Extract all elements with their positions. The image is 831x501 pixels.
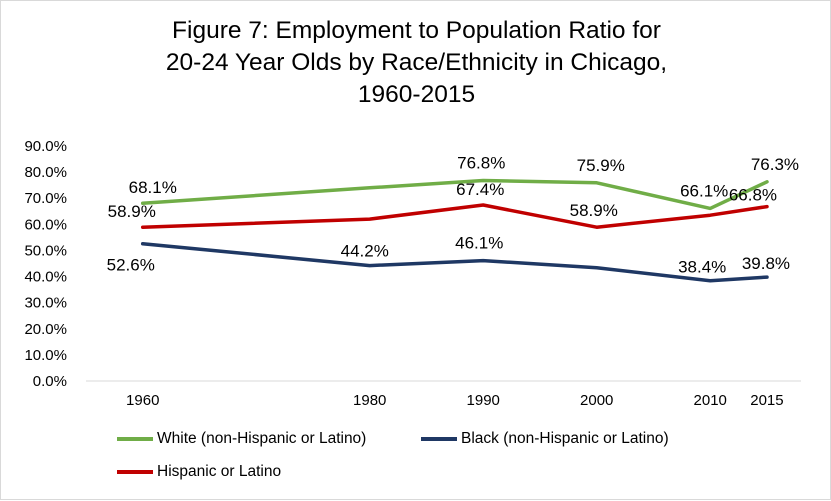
y-tick-label: 90.0%: [24, 138, 67, 155]
data-label-black: 39.8%: [742, 254, 790, 273]
data-labels: 68.1% 76.8% 75.9% 66.1% 76.3% 52.6% 44.2% 46.1%…: [107, 153, 799, 276]
chart-title-line-3: 1960-2015: [357, 81, 476, 108]
x-tick-label: 1960: [126, 392, 159, 409]
y-tick-label: 30.0%: [24, 295, 67, 312]
chart-title-line-1: Figure 7: Employment to Population Ratio…: [172, 17, 661, 44]
series-lines: [140, 178, 769, 283]
data-label-hispanic: 67.4%: [456, 180, 504, 199]
data-label-white: 76.3%: [751, 155, 799, 174]
x-tick-label: 2010: [694, 392, 727, 409]
y-tick-label: 80.0%: [24, 164, 67, 181]
y-tick-label: 60.0%: [24, 216, 67, 233]
data-label-white: 75.9%: [577, 156, 625, 175]
y-tick-label: 20.0%: [24, 321, 67, 338]
legend-label-hispanic: Hispanic or Latino: [157, 463, 282, 480]
data-label-white: 68.1%: [129, 178, 177, 197]
y-tick-label: 10.0%: [24, 347, 67, 364]
x-axis-ticks: 1960 1980 1990 2000 2010 2015: [126, 392, 784, 409]
data-label-hispanic: 58.9%: [570, 201, 618, 220]
y-tick-label: 0.0%: [33, 373, 67, 390]
legend-label-white: White (non-Hispanic or Latino): [157, 430, 367, 447]
data-label-black: 44.2%: [341, 242, 389, 261]
series-line-hispanic: [140, 203, 769, 229]
data-label-white: 66.1%: [680, 181, 728, 200]
legend-swatch-white: [117, 437, 153, 441]
x-tick-label: 1980: [353, 392, 386, 409]
data-label-white: 76.8%: [457, 153, 505, 172]
chart-title-line-2: 20-24 Year Olds by Race/Ethnicity in Chi…: [165, 49, 668, 76]
legend-item-black[interactable]: Black (non-Hispanic or Latino): [421, 430, 669, 448]
y-tick-label: 70.0%: [24, 190, 67, 207]
y-tick-label: 50.0%: [24, 242, 67, 259]
data-label-black: 46.1%: [455, 234, 503, 253]
data-label-black: 38.4%: [678, 258, 726, 277]
legend-item-white[interactable]: White (non-Hispanic or Latino): [117, 430, 366, 448]
legend-swatch-hispanic: [117, 470, 153, 474]
data-label-black: 52.6%: [107, 256, 155, 275]
series-line-white: [140, 178, 769, 211]
y-tick-label: 40.0%: [24, 269, 67, 286]
data-label-hispanic: 66.8%: [729, 186, 777, 205]
data-label-hispanic: 58.9%: [108, 202, 156, 221]
x-tick-label: 2000: [580, 392, 613, 409]
x-tick-label: 1990: [467, 392, 500, 409]
x-tick-label: 2015: [750, 392, 783, 409]
series-line-black: [140, 241, 769, 283]
y-axis-ticks: 0.0% 10.0% 20.0% 30.0% 40.0% 50.0% 60.0% 70.0% 8…: [24, 138, 67, 390]
chart-title: Figure 7: Employment to Population Ratio…: [1, 15, 831, 111]
legend-label-black: Black (non-Hispanic or Latino): [461, 430, 669, 447]
legend-swatch-black: [421, 437, 457, 441]
legend-item-hispanic[interactable]: Hispanic or Latino: [117, 463, 281, 481]
